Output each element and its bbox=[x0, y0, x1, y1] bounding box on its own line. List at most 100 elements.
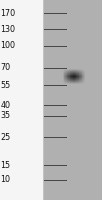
Bar bbox=[82, 71, 83, 72]
Bar bbox=[64, 71, 65, 72]
Bar bbox=[83, 75, 84, 76]
Bar bbox=[82, 73, 83, 74]
Bar bbox=[80, 69, 81, 70]
Bar bbox=[66, 77, 67, 78]
Bar bbox=[68, 70, 69, 71]
Bar bbox=[70, 76, 71, 77]
Bar bbox=[72, 83, 73, 84]
Bar bbox=[77, 74, 78, 75]
Bar bbox=[74, 71, 75, 72]
Bar bbox=[81, 80, 82, 81]
Bar bbox=[70, 81, 71, 82]
Bar bbox=[76, 75, 77, 76]
Bar bbox=[67, 71, 68, 72]
Bar bbox=[69, 79, 70, 80]
Bar bbox=[67, 72, 68, 73]
Bar bbox=[66, 72, 67, 73]
Bar bbox=[64, 83, 65, 84]
Bar bbox=[79, 73, 80, 74]
Bar bbox=[64, 69, 65, 70]
Bar bbox=[83, 83, 84, 84]
Bar bbox=[84, 77, 85, 78]
Bar bbox=[78, 79, 79, 80]
Bar bbox=[67, 76, 68, 77]
Bar bbox=[74, 79, 75, 80]
Bar bbox=[66, 71, 67, 72]
Bar bbox=[74, 81, 75, 82]
Bar bbox=[77, 69, 78, 70]
Bar bbox=[63, 79, 64, 80]
Bar bbox=[82, 72, 83, 73]
Bar bbox=[80, 72, 81, 73]
Bar bbox=[73, 79, 74, 80]
Bar bbox=[82, 74, 83, 75]
Bar bbox=[80, 71, 81, 72]
Bar bbox=[68, 74, 69, 75]
Bar bbox=[72, 78, 73, 79]
Bar bbox=[73, 83, 74, 84]
Text: 40: 40 bbox=[1, 100, 11, 110]
Bar bbox=[66, 80, 67, 81]
Bar bbox=[78, 81, 79, 82]
Bar bbox=[78, 74, 79, 75]
Bar bbox=[69, 82, 70, 83]
Bar bbox=[63, 75, 64, 76]
Bar bbox=[68, 82, 69, 83]
Bar bbox=[66, 74, 67, 75]
Bar bbox=[71, 77, 72, 78]
Bar bbox=[77, 72, 78, 73]
Bar bbox=[76, 83, 77, 84]
Bar bbox=[68, 81, 69, 82]
Bar bbox=[64, 82, 65, 83]
Bar bbox=[67, 74, 68, 75]
Bar bbox=[75, 73, 76, 74]
Bar bbox=[69, 73, 70, 74]
Bar bbox=[72, 71, 73, 72]
Bar bbox=[65, 82, 66, 83]
Bar bbox=[83, 70, 84, 71]
Bar bbox=[83, 82, 84, 83]
Bar bbox=[66, 81, 67, 82]
Bar bbox=[66, 70, 67, 71]
Bar bbox=[76, 82, 77, 83]
Bar bbox=[74, 73, 75, 74]
Bar bbox=[73, 76, 74, 77]
Bar bbox=[80, 82, 81, 83]
Bar bbox=[76, 77, 77, 78]
Bar bbox=[83, 77, 84, 78]
Bar bbox=[77, 76, 78, 77]
Bar bbox=[67, 70, 68, 71]
Bar bbox=[80, 73, 81, 74]
Bar bbox=[67, 77, 68, 78]
Bar bbox=[71, 72, 72, 73]
Bar bbox=[68, 78, 69, 79]
Bar bbox=[64, 78, 65, 79]
Bar bbox=[68, 79, 69, 80]
Bar bbox=[80, 81, 81, 82]
Bar bbox=[67, 81, 68, 82]
Bar bbox=[70, 83, 71, 84]
Bar bbox=[78, 83, 79, 84]
Bar bbox=[78, 82, 79, 83]
Bar bbox=[77, 79, 78, 80]
Bar bbox=[68, 73, 69, 74]
Bar bbox=[63, 76, 64, 77]
Bar bbox=[82, 70, 83, 71]
Bar bbox=[72, 73, 73, 74]
Bar bbox=[64, 73, 65, 74]
Bar bbox=[69, 72, 70, 73]
Bar bbox=[78, 71, 79, 72]
Bar bbox=[79, 82, 80, 83]
Bar bbox=[71, 83, 72, 84]
Bar bbox=[67, 69, 68, 70]
Bar bbox=[67, 83, 68, 84]
Bar bbox=[63, 74, 64, 75]
Bar bbox=[69, 71, 70, 72]
Bar bbox=[79, 74, 80, 75]
Bar bbox=[80, 78, 81, 79]
Bar bbox=[84, 78, 85, 79]
Text: 25: 25 bbox=[1, 132, 11, 142]
Bar bbox=[65, 73, 66, 74]
Bar bbox=[76, 71, 77, 72]
Bar bbox=[82, 82, 83, 83]
